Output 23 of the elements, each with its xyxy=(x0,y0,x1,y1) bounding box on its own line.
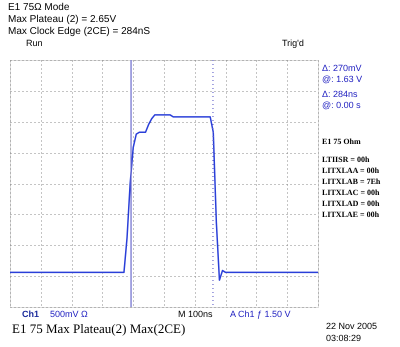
text: Δ: 270mV xyxy=(322,63,362,73)
text: LTIISR = 00h xyxy=(322,155,370,164)
text: 22 Nov 2005 xyxy=(326,321,378,331)
text: LITXLAD = 00h xyxy=(322,199,380,208)
text: 03:08:29 xyxy=(326,333,362,343)
text: LITXLAA = 00h xyxy=(322,166,380,175)
chart-title: E1 75Ω Mode xyxy=(8,2,70,13)
text: E1 75 Max Plateau(2) Max(2CE) xyxy=(12,321,186,336)
text: LITXLAB = 7Eh xyxy=(322,177,381,186)
text: M 100ns xyxy=(178,309,214,319)
text: LITXLAC = 00h xyxy=(322,188,380,197)
text: Δ: 284ns xyxy=(322,89,358,99)
text: A Ch1 ƒ 1.50 V xyxy=(230,309,291,319)
text: Max Clock Edge (2CE) = 284nS xyxy=(8,26,150,37)
text: Run xyxy=(26,38,43,48)
text: @: 0.00 s xyxy=(322,100,362,110)
text: Max Plateau (2) = 2.65V xyxy=(8,14,116,25)
text: @: 1.63 V xyxy=(322,74,362,84)
text: Trig'd xyxy=(282,38,304,48)
text: LITXLAE = 00h xyxy=(322,210,380,219)
text: Ch1 xyxy=(22,309,40,319)
text: E1 75 Ohm xyxy=(322,137,362,146)
text: 500mV Ω xyxy=(50,309,88,319)
